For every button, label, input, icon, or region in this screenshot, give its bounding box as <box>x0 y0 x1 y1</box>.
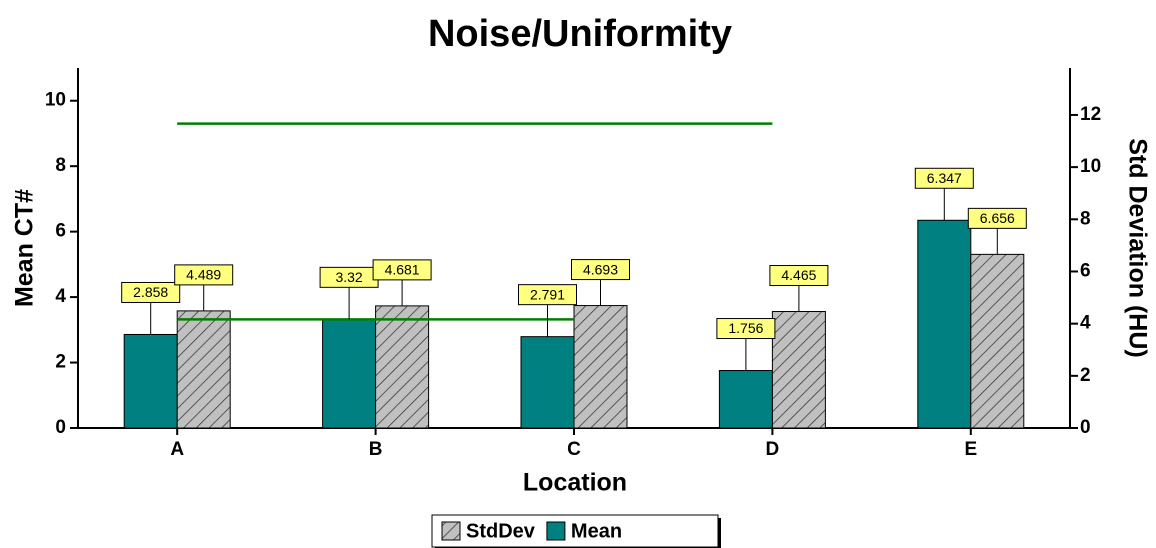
label-box <box>372 259 432 281</box>
legend <box>431 514 719 548</box>
data-label: 4.489 <box>186 267 221 283</box>
y2-tick-label: 4 <box>1080 313 1091 334</box>
data-label: 6.347 <box>927 170 962 186</box>
label-box <box>174 264 234 286</box>
legend-label: Mean <box>571 520 622 542</box>
bar <box>573 305 628 429</box>
y-tick-label: 8 <box>55 155 66 176</box>
x-tick-label: D <box>766 439 780 460</box>
chart-title: Noise/Uniformity <box>428 13 732 55</box>
y-tick-label: 4 <box>55 286 66 307</box>
y2-tick-label: 10 <box>1080 156 1101 177</box>
x-tick-label: C <box>567 439 581 460</box>
bar <box>917 219 972 429</box>
y2-tick-label: 2 <box>1080 365 1091 386</box>
y2-tick-label: 12 <box>1080 104 1101 125</box>
label-box <box>571 259 630 281</box>
label-box <box>914 167 974 189</box>
x-axis-title: Location <box>523 469 627 497</box>
bar <box>375 305 430 429</box>
legend-swatch <box>441 521 461 541</box>
y2-tick-label: 6 <box>1080 260 1091 281</box>
bar <box>718 370 773 429</box>
data-label: 2.858 <box>133 284 168 300</box>
data-label: 1.756 <box>728 320 763 336</box>
y-tick-label: 10 <box>45 90 66 111</box>
label-box <box>121 281 181 303</box>
bar <box>123 333 178 429</box>
data-label: 2.791 <box>530 286 565 302</box>
x-tick-label: B <box>369 439 383 460</box>
data-label: 4.681 <box>385 262 420 278</box>
label-box <box>769 265 829 287</box>
y-axis-title: Mean CT# <box>11 189 39 307</box>
y2-tick-label: 0 <box>1080 417 1091 438</box>
data-label: 6.656 <box>980 210 1015 226</box>
y-tick-label: 0 <box>55 417 66 438</box>
data-label: 4.465 <box>781 267 816 283</box>
label-box <box>967 207 1027 229</box>
y-tick-label: 2 <box>55 352 66 373</box>
bar <box>520 336 575 429</box>
label-box <box>716 318 776 340</box>
bar <box>771 311 826 429</box>
x-tick-label: E <box>964 439 977 460</box>
bar <box>322 318 377 429</box>
y2-axis-title: Std Deviation (HU) <box>1123 138 1151 357</box>
data-label: 3.32 <box>335 269 362 285</box>
legend-swatch <box>546 521 566 541</box>
y-tick-label: 6 <box>55 221 66 242</box>
data-label: 4.693 <box>583 261 618 277</box>
y2-tick-label: 8 <box>1080 208 1091 229</box>
x-tick-label: A <box>170 439 184 460</box>
bar <box>970 253 1025 429</box>
label-box <box>518 284 577 306</box>
bar <box>176 310 231 429</box>
legend-label: StdDev <box>466 520 536 542</box>
